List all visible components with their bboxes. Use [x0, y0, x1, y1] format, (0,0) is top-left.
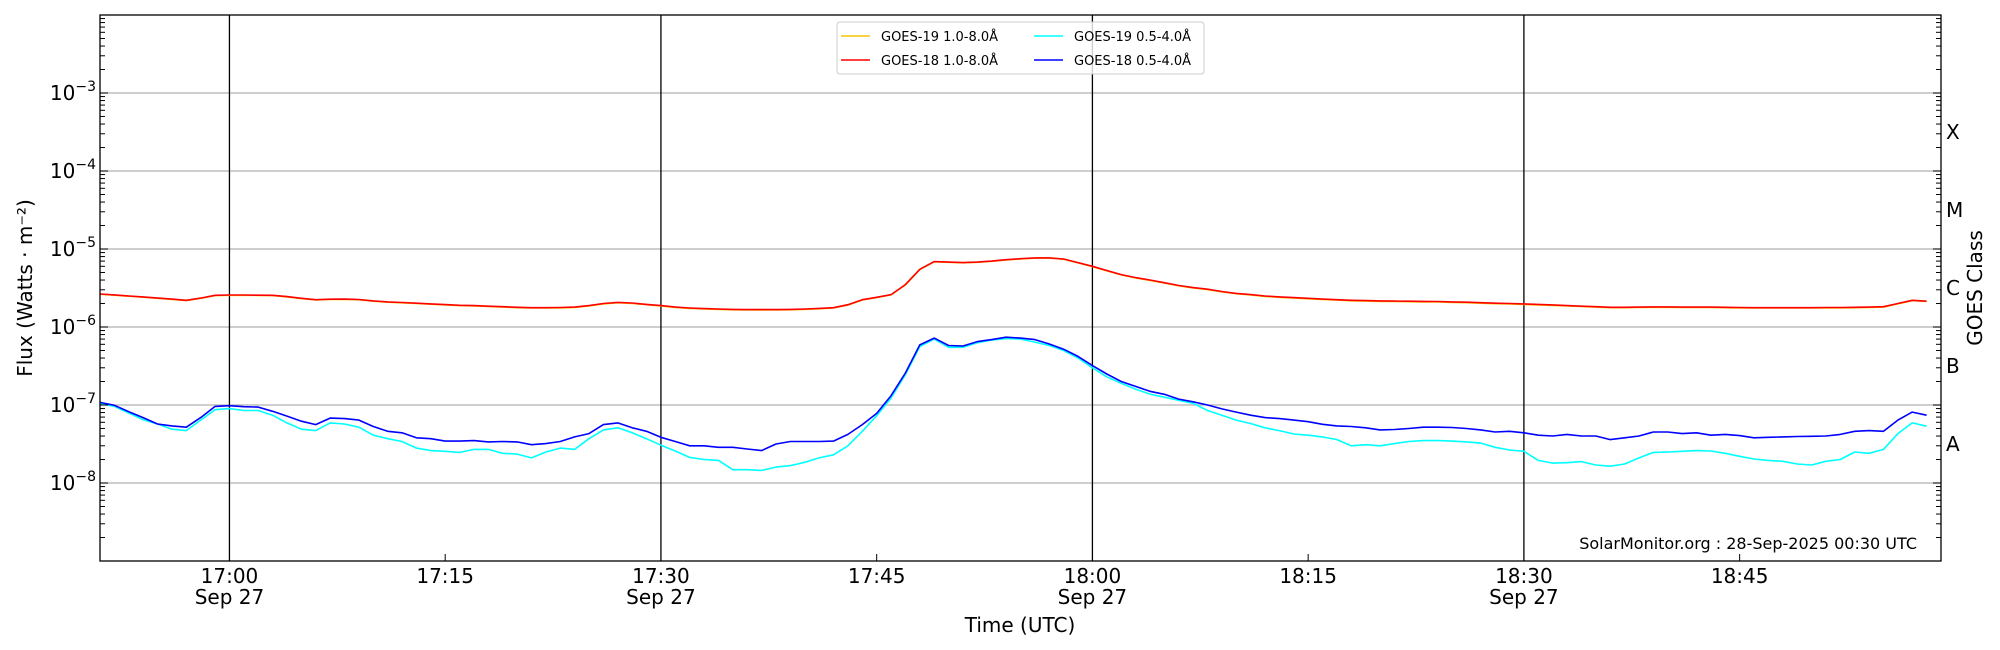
legend: GOES-19 1.0-8.0Å GOES-18 1.0-8.0Å GOES-1… — [836, 21, 1205, 75]
series-line-goes-19-1-0-8-0 — [99, 257, 1927, 311]
x-tick-date-label: Sep 27 — [195, 585, 265, 609]
y-tick-label: 10−3 — [50, 79, 96, 105]
y-tick-label: 10−7 — [50, 391, 96, 417]
right-axis-label: GOES Class — [1963, 230, 1987, 346]
x-tick-label: 17:30 — [632, 564, 690, 588]
axis-ticks — [100, 18, 1941, 562]
goes-class-label: M — [1946, 198, 1963, 222]
legend-label-goes19-long: GOES-19 1.0-8.0Å — [881, 29, 998, 45]
gridlines — [100, 92, 1941, 484]
x-tick-date-label: Sep 27 — [1489, 585, 1559, 609]
goes-class-labels: A B C M X — [1946, 120, 1963, 456]
x-tick-label: 17:45 — [848, 564, 906, 588]
x-tick-date-label: Sep 27 — [626, 585, 696, 609]
goes-class-label: A — [1946, 432, 1960, 456]
series-line-goes-19-0-5-4-0 — [99, 337, 1927, 472]
x-axis-label: Time (UTC) — [964, 613, 1076, 637]
x-tick-label: 17:00 — [201, 564, 259, 588]
day-marker-lines — [228, 15, 1525, 561]
series-line-goes-18-1-0-8-0 — [99, 257, 1927, 311]
legend-label-goes18-long: GOES-18 1.0-8.0Å — [881, 53, 998, 69]
legend-label-goes19-short: GOES-19 0.5-4.0Å — [1074, 29, 1191, 45]
goes-class-label: B — [1946, 354, 1960, 378]
y-tick-label: 10−8 — [50, 469, 96, 495]
y-tick-label: 10−4 — [50, 157, 96, 183]
series-line-goes-18-0-5-4-0 — [99, 336, 1927, 452]
legend-label-goes18-short: GOES-18 0.5-4.0Å — [1074, 53, 1191, 69]
x-tick-label: 18:00 — [1064, 564, 1122, 588]
x-tick-label: 18:45 — [1711, 564, 1769, 588]
y-tick-label: 10−6 — [50, 313, 96, 339]
x-tick-date-label: Sep 27 — [1058, 585, 1128, 609]
goes-class-label: C — [1946, 276, 1960, 300]
y-axis-label: Flux (Watts · m⁻²) — [13, 199, 37, 377]
x-tick-label: 18:30 — [1495, 564, 1553, 588]
legend-box — [836, 21, 1205, 75]
source-timestamp: SolarMonitor.org : 28-Sep-2025 00:30 UTC — [1579, 534, 1917, 553]
x-tick-label: 17:15 — [416, 564, 474, 588]
y-tick-label: 10−5 — [50, 235, 96, 261]
goes-class-label: X — [1946, 120, 1960, 144]
plot-frame — [99, 14, 1942, 562]
series-lines — [99, 257, 1927, 472]
x-tick-label: 18:15 — [1279, 564, 1337, 588]
y-tick-labels: 10−8 10−7 10−6 10−5 10−4 10−3 — [50, 79, 96, 495]
